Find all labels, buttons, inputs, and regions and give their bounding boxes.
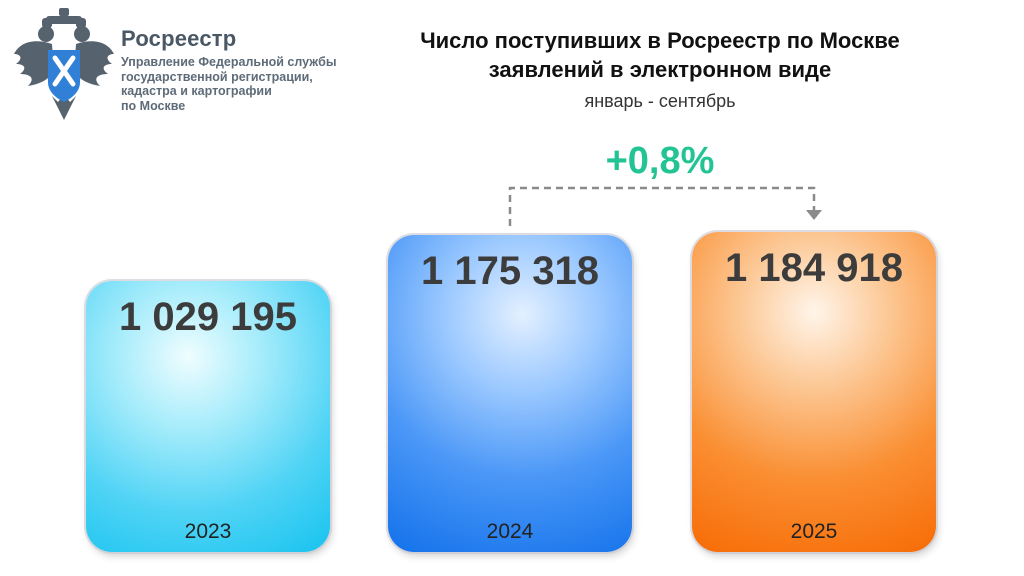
comparison-arrowhead-icon: [806, 210, 822, 220]
org-sub-line: государственной регистрации,: [121, 69, 313, 84]
bar-value-label: 1 029 195: [119, 294, 297, 339]
bar-2025: 1 184 918 2025: [692, 232, 936, 552]
org-sub-line: Управление Федеральной службы: [121, 55, 337, 69]
org-sub-line: кадастра и картографии: [121, 84, 272, 98]
bar-category-label: 2023: [184, 519, 232, 543]
chart-title-line: заявлений в электронном виде: [488, 57, 832, 82]
chart-title: Число поступивших в Росреестр по Москве …: [380, 26, 940, 84]
bar-2024: 1 175 318 2024: [388, 234, 632, 552]
chart-title-line: Число поступивших в Росреестр по Москве: [420, 28, 900, 53]
bar-value-label: 1 175 318: [421, 248, 599, 293]
bar-category-label: 2024: [486, 519, 534, 543]
change-percent-label: +0,8%: [605, 140, 715, 182]
bar-value-label: 1 184 918: [725, 246, 903, 290]
chart-subtitle: январь - сентябрь: [584, 91, 736, 111]
org-subtitle: Управление Федеральной службы государств…: [121, 55, 351, 113]
comparison-dashed-line: [508, 186, 816, 226]
eagle-emblem-icon: [14, 8, 114, 120]
org-sub-line: по Москве: [121, 98, 186, 113]
bar-2023: 1 029 195 2023: [86, 280, 330, 552]
org-name: Росреестр: [121, 26, 237, 51]
bar-category-label: 2025: [790, 520, 838, 543]
